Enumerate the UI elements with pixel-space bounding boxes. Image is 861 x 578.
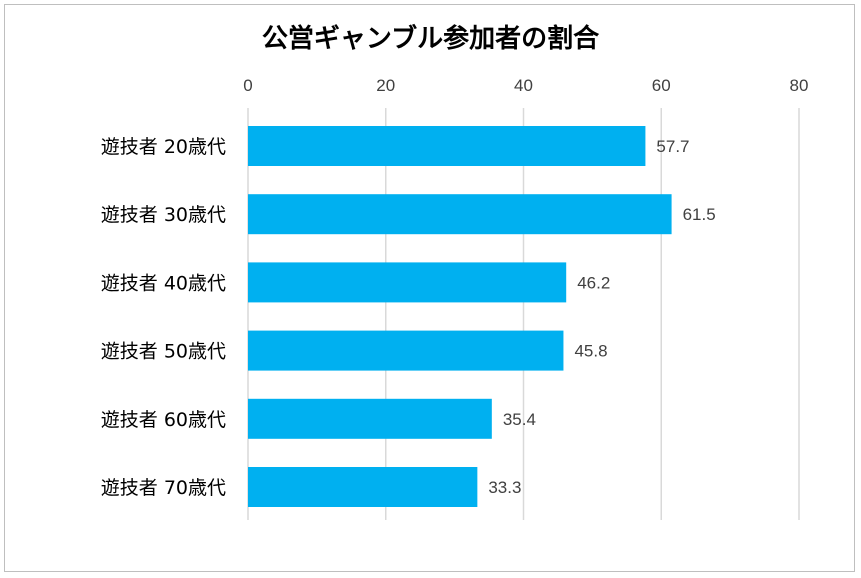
category-label: 遊技者 20歳代 bbox=[101, 136, 226, 158]
x-tick-label: 80 bbox=[790, 76, 809, 95]
bar bbox=[248, 194, 672, 235]
category-label: 遊技者 30歳代 bbox=[101, 204, 226, 226]
data-label: 33.3 bbox=[488, 478, 521, 497]
x-tick-label: 60 bbox=[652, 76, 671, 95]
bar bbox=[248, 398, 492, 439]
x-tick-label: 20 bbox=[376, 76, 395, 95]
category-label: 遊技者 50歳代 bbox=[101, 341, 226, 363]
category-label: 遊技者 60歳代 bbox=[101, 409, 226, 431]
bar bbox=[248, 126, 646, 166]
bar bbox=[248, 467, 478, 507]
chart-title: 公営ギャンブル参加者の割合 bbox=[261, 24, 600, 54]
data-label: 61.5 bbox=[683, 205, 716, 224]
bar bbox=[248, 330, 564, 371]
x-tick-label: 40 bbox=[514, 76, 533, 95]
data-label: 45.8 bbox=[574, 342, 607, 361]
data-label: 46.2 bbox=[577, 273, 610, 292]
category-label: 遊技者 40歳代 bbox=[101, 272, 226, 294]
bar bbox=[248, 262, 567, 303]
category-label: 遊技者 70歳代 bbox=[101, 477, 226, 499]
x-tick-label: 0 bbox=[243, 76, 252, 95]
data-label: 57.7 bbox=[656, 137, 689, 156]
data-label: 35.4 bbox=[503, 410, 536, 429]
